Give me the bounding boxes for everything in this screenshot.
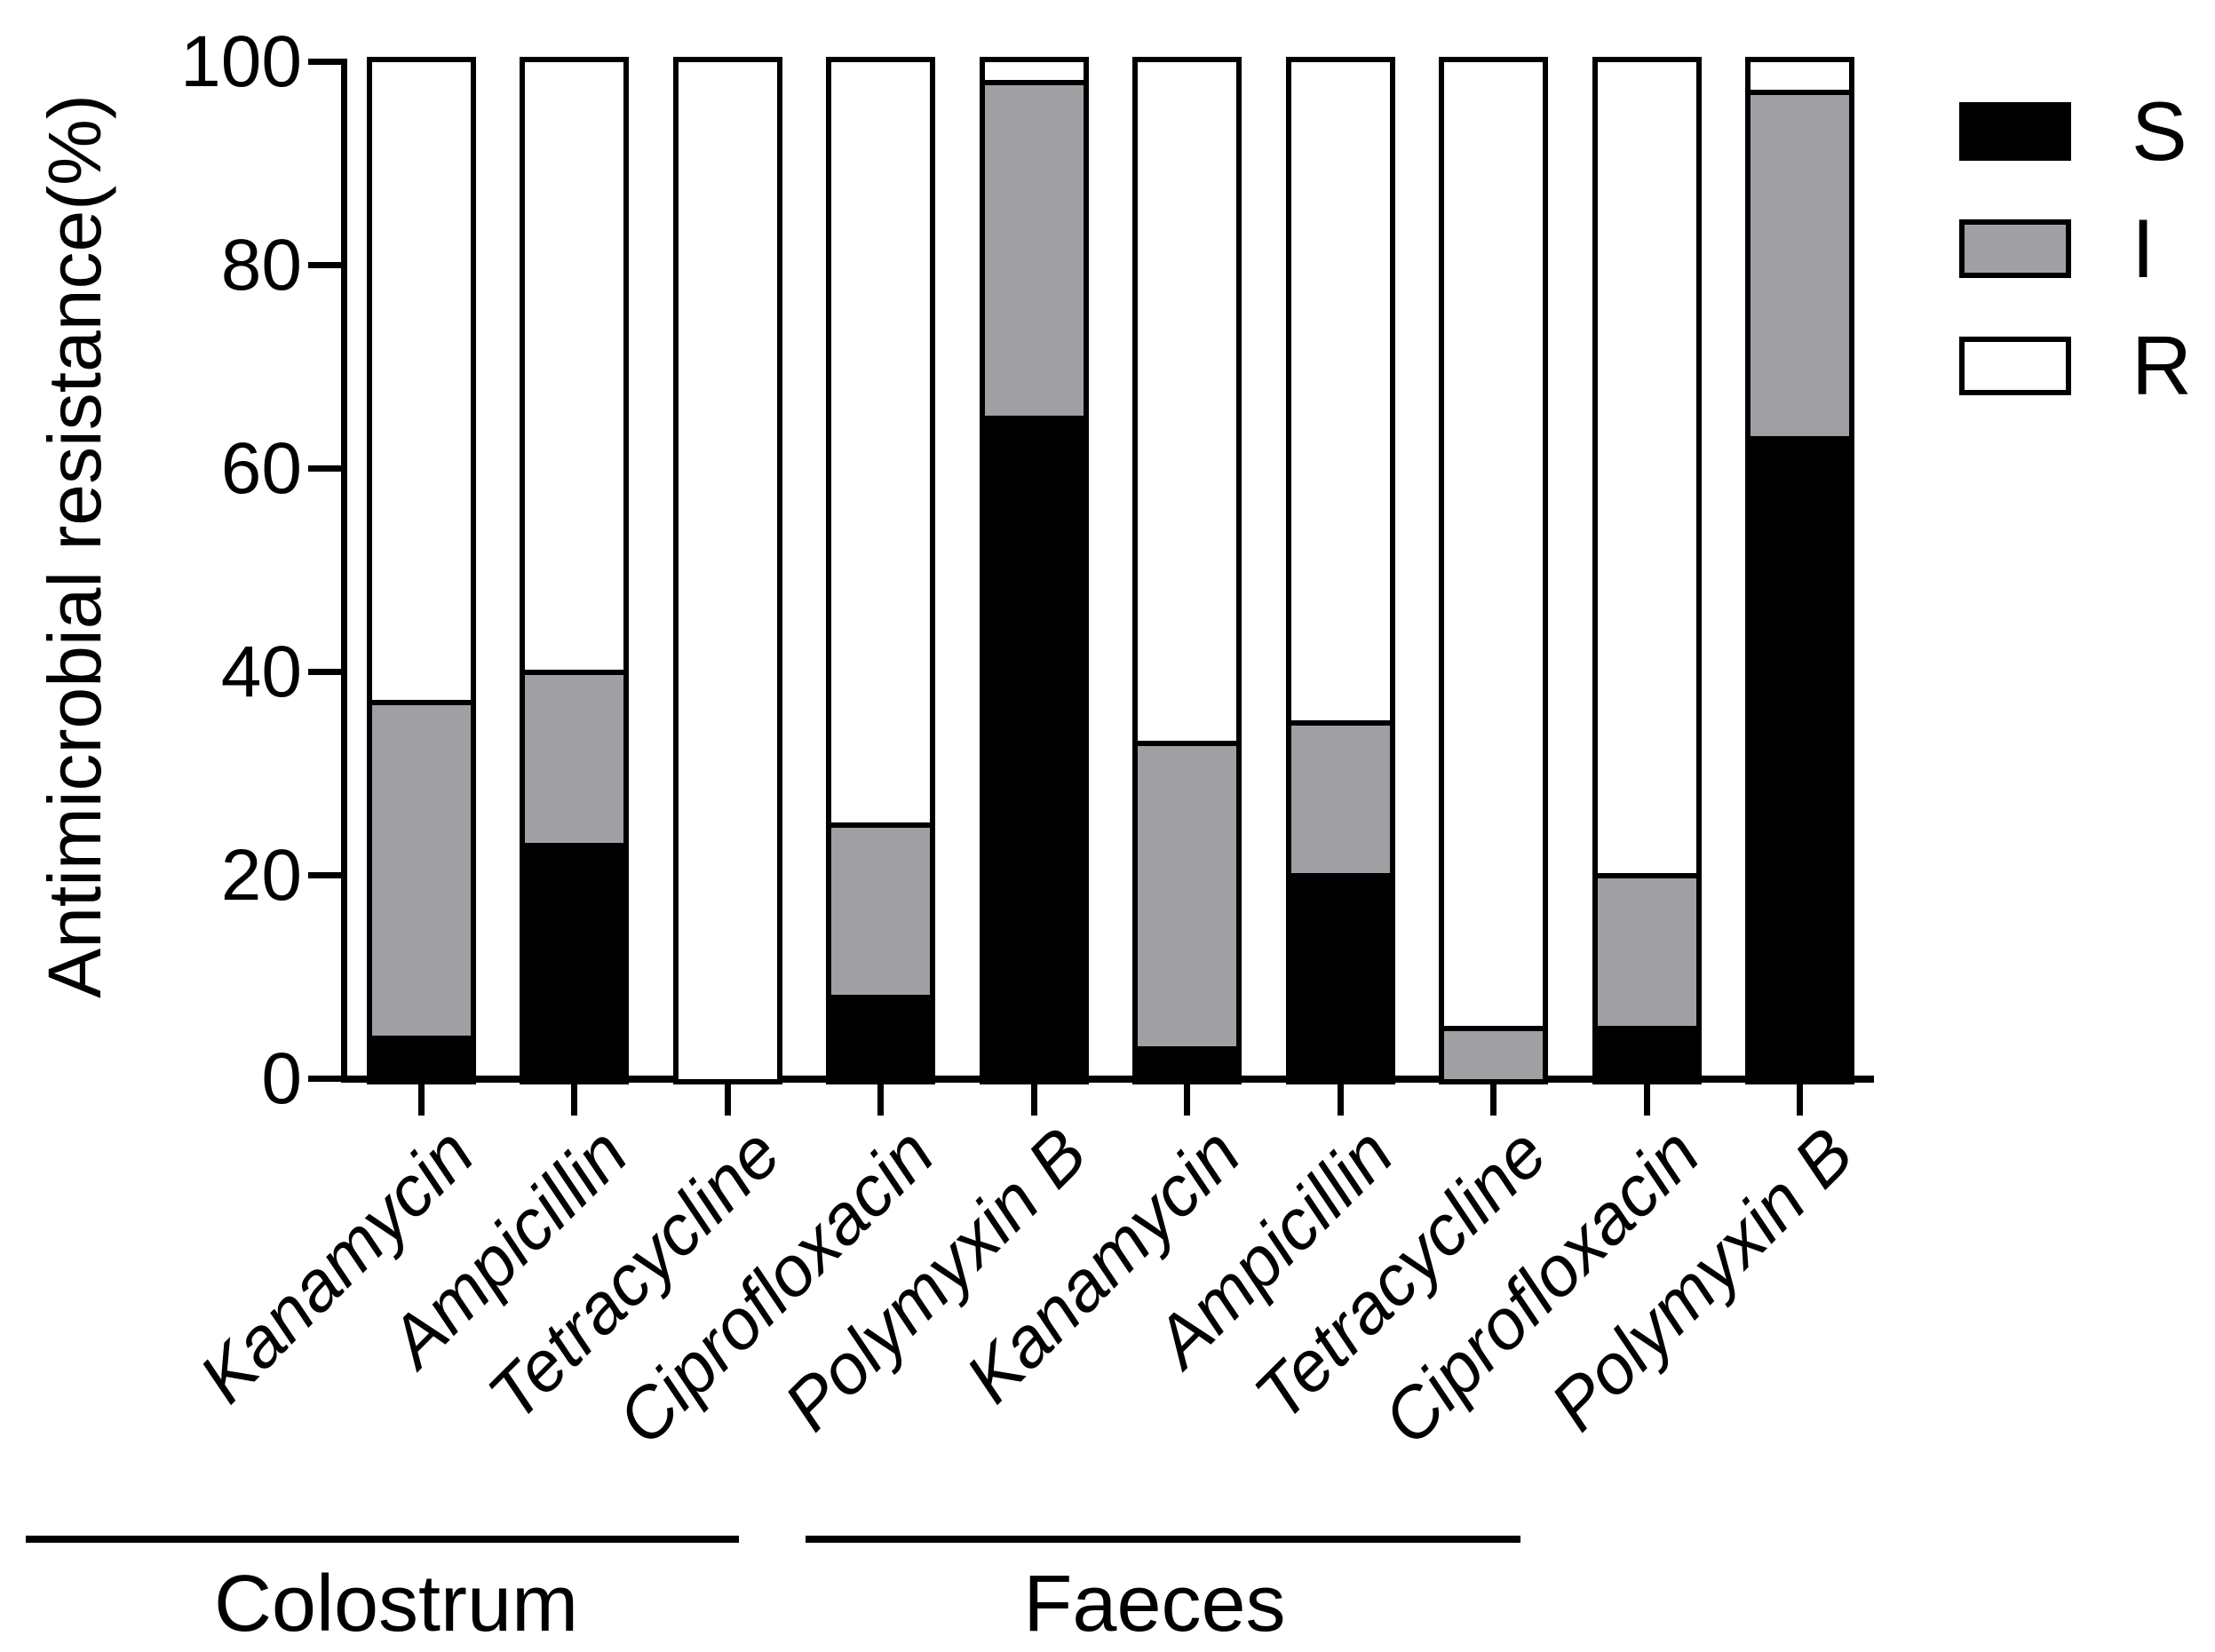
x-tick-colostrum-ampicillin bbox=[571, 1082, 577, 1116]
y-tick-label-60: 60 bbox=[220, 428, 302, 509]
y-tick-60 bbox=[308, 465, 344, 472]
bar-colostrum-ciprofloxacin bbox=[826, 57, 935, 1084]
bar-segment-i-faeces-kanamycin bbox=[1132, 741, 1242, 1084]
y-tick-label-20: 20 bbox=[220, 835, 302, 916]
x-tick-colostrum-ciprofloxacin bbox=[877, 1082, 884, 1116]
y-tick-label-100: 100 bbox=[180, 21, 302, 102]
bar-segment-s-faeces-kanamycin bbox=[1132, 1046, 1242, 1084]
x-axis-line bbox=[341, 1076, 1874, 1083]
y-axis-title: Antimicrobial resistance(%) bbox=[33, 94, 116, 998]
bar-colostrum-ampicillin bbox=[520, 57, 629, 1084]
group-label-colostrum: Colostrum bbox=[213, 1560, 579, 1648]
legend-label-r: R bbox=[2132, 319, 2192, 412]
bar-faeces-ciprofloxacin bbox=[1592, 57, 1702, 1084]
bar-colostrum-tetracycline bbox=[673, 57, 782, 1084]
y-tick-label-0: 0 bbox=[261, 1038, 302, 1119]
y-tick-20 bbox=[308, 872, 344, 878]
group-label-faeces: Faeces bbox=[1023, 1560, 1286, 1648]
legend-swatch-i bbox=[1959, 219, 2071, 278]
legend-label-i: I bbox=[2132, 202, 2155, 295]
legend-swatch-r bbox=[1959, 337, 2071, 395]
x-tick-colostrum-kanamycin bbox=[418, 1082, 425, 1116]
y-tick-label-40: 40 bbox=[220, 631, 302, 712]
x-tick-colostrum-polymyxin-b bbox=[1031, 1082, 1037, 1116]
group-underline-faeces bbox=[806, 1536, 1520, 1543]
bar-segment-s-faeces-polymyxin-b bbox=[1745, 436, 1854, 1084]
bar-segment-s-colostrum-ampicillin bbox=[520, 843, 629, 1084]
bar-segment-i-faeces-tetracycline bbox=[1439, 1026, 1548, 1084]
group-underline-colostrum bbox=[26, 1536, 739, 1543]
bar-segment-s-faeces-ampicillin bbox=[1286, 873, 1395, 1084]
bar-faeces-ampicillin bbox=[1286, 57, 1395, 1084]
bar-segment-i-colostrum-kanamycin bbox=[367, 700, 476, 1084]
bar-segment-s-colostrum-polymyxin-b bbox=[980, 416, 1089, 1084]
y-tick-100 bbox=[308, 59, 344, 65]
x-tick-faeces-ciprofloxacin bbox=[1644, 1082, 1650, 1116]
bar-faeces-polymyxin-b bbox=[1745, 57, 1854, 1084]
bar-colostrum-kanamycin bbox=[367, 57, 476, 1084]
legend-swatch-s bbox=[1959, 102, 2071, 161]
bar-colostrum-polymyxin-b bbox=[980, 57, 1089, 1084]
bar-faeces-kanamycin bbox=[1132, 57, 1242, 1084]
x-tick-faeces-tetracycline bbox=[1490, 1082, 1497, 1116]
bar-faeces-tetracycline bbox=[1439, 57, 1548, 1084]
x-tick-faeces-ampicillin bbox=[1338, 1082, 1344, 1116]
x-tick-colostrum-tetracycline bbox=[725, 1082, 731, 1116]
y-tick-label-80: 80 bbox=[220, 225, 302, 306]
y-axis-line bbox=[341, 59, 347, 1081]
y-tick-40 bbox=[308, 669, 344, 675]
y-tick-80 bbox=[308, 262, 344, 268]
x-tick-faeces-polymyxin-b bbox=[1797, 1082, 1803, 1116]
bar-segment-s-faeces-ciprofloxacin bbox=[1592, 1026, 1702, 1084]
bar-segment-s-colostrum-ciprofloxacin bbox=[826, 995, 935, 1084]
y-tick-0 bbox=[308, 1076, 344, 1082]
legend-label-s: S bbox=[2132, 84, 2187, 178]
bar-segment-s-colostrum-kanamycin bbox=[367, 1036, 476, 1084]
x-tick-faeces-kanamycin bbox=[1184, 1082, 1190, 1116]
